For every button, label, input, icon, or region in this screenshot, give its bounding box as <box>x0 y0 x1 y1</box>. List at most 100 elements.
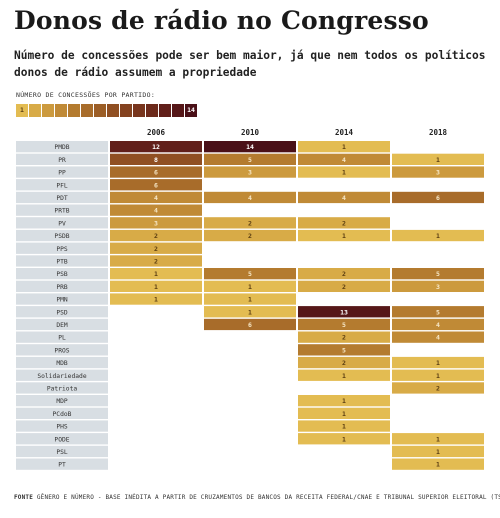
heatmap-cell <box>110 217 202 229</box>
heatmap-cell <box>204 217 296 229</box>
heatmap-cell <box>204 293 296 305</box>
heatmap-cell <box>110 153 202 165</box>
row-label: Patriota <box>47 386 78 393</box>
cell-value-label: 6 <box>154 169 158 177</box>
heatmap-cell <box>392 445 484 458</box>
row-label-bg <box>16 382 108 394</box>
cell-value-label: 3 <box>436 169 440 177</box>
row-label: PSDB <box>54 233 69 240</box>
row-label-bg <box>16 293 108 305</box>
legend-swatch <box>120 104 132 117</box>
cell-value-label: 5 <box>436 308 440 316</box>
heatmap-cell <box>298 407 390 419</box>
heatmap-cell <box>204 306 296 318</box>
cell-value-label: 1 <box>436 359 440 367</box>
heatmap-cell <box>298 217 390 229</box>
row-label: DEM <box>56 322 68 329</box>
column-header: 2010 <box>241 128 260 137</box>
heatmap-cell <box>110 255 202 267</box>
row-label-bg <box>16 229 108 242</box>
heatmap-cell <box>110 293 202 305</box>
row-label: PT <box>58 462 66 469</box>
row-label: PV <box>58 220 66 227</box>
cell-value-label: 5 <box>342 321 346 329</box>
row-label-bg <box>16 433 108 445</box>
row-label-bg <box>16 242 108 254</box>
heatmap-cell <box>110 166 202 178</box>
heatmap-cell <box>204 280 296 292</box>
cell-value-label: 2 <box>154 245 158 253</box>
row-label-bg <box>16 331 108 343</box>
heatmap-cell <box>392 229 484 242</box>
heatmap-cell <box>110 229 202 242</box>
legend-swatch <box>81 104 93 117</box>
cell-value-label: 4 <box>154 194 158 202</box>
column-header: 2018 <box>429 128 448 137</box>
heatmap-cell <box>392 356 484 369</box>
cell-value-label: 13 <box>340 308 348 316</box>
cell-value-label: 1 <box>342 143 346 151</box>
heatmap-cell <box>298 369 390 381</box>
heatmap-cell <box>392 280 484 292</box>
legend-swatch <box>68 104 80 117</box>
heatmap-cell <box>298 153 390 165</box>
cell-value-label: 1 <box>436 461 440 469</box>
row-label: MDB <box>56 360 68 367</box>
heatmap-cell <box>110 179 202 191</box>
row-label: PCdoB <box>53 411 72 418</box>
cell-value-label: 4 <box>154 207 158 215</box>
cell-value-label: 1 <box>342 423 346 431</box>
heatmap-cell <box>110 242 202 254</box>
heatmap-cell <box>110 141 202 153</box>
row-label-bg <box>16 280 108 292</box>
cell-value-label: 2 <box>248 232 252 240</box>
cell-value-label: 5 <box>248 270 252 278</box>
row-label-bg <box>16 191 108 204</box>
row-label: PPS <box>56 246 68 253</box>
heatmap-cell <box>204 318 296 331</box>
heatmap-cell <box>110 191 202 204</box>
cell-value-label: 1 <box>436 156 440 164</box>
cell-value-label: 1 <box>342 232 346 240</box>
legend-swatch <box>159 104 171 117</box>
legend-swatch <box>172 104 184 117</box>
cell-value-label: 2 <box>342 334 346 342</box>
heatmap-cell <box>298 268 390 280</box>
cell-value-label: 2 <box>154 258 158 266</box>
row-label: PSD <box>56 309 68 316</box>
legend-label: NÚMERO DE CONCESSÕES POR PARTIDO: <box>16 91 156 99</box>
heatmap-cell <box>204 229 296 242</box>
cell-value-label: 1 <box>248 283 252 291</box>
legend-swatch <box>42 104 54 117</box>
cell-value-label: 6 <box>436 194 440 202</box>
cell-value-label: 6 <box>248 321 252 329</box>
heatmap-cell <box>298 420 390 432</box>
row-label: PR <box>58 157 66 164</box>
heatmap-cell <box>392 153 484 165</box>
heatmap-cell <box>204 141 296 153</box>
heatmap-cell <box>298 141 390 153</box>
heatmap-cell <box>392 191 484 204</box>
cell-value-label: 5 <box>248 156 252 164</box>
heatmap-cell <box>110 280 202 292</box>
legend-swatch-min: 1 <box>16 104 28 117</box>
row-label-bg <box>16 420 108 432</box>
row-label-bg <box>16 458 108 470</box>
cell-value-label: 1 <box>436 232 440 240</box>
row-label-bg <box>16 153 108 165</box>
heatmap-cell <box>392 369 484 381</box>
legend-swatch-max: 14 <box>185 104 197 117</box>
cell-value-label: 4 <box>342 156 346 164</box>
row-label-bg <box>16 217 108 229</box>
cell-value-label: 6 <box>154 181 158 189</box>
cell-value-label: 2 <box>342 283 346 291</box>
heatmap-cell <box>392 331 484 343</box>
cell-value-label: 3 <box>248 169 252 177</box>
cell-value-label: 1 <box>436 448 440 456</box>
chart-subtitle: Número de concessões pode ser bem maior,… <box>14 49 486 79</box>
row-label: PTB <box>56 259 68 266</box>
cell-value-label: 1 <box>342 410 346 418</box>
heatmap-cell <box>298 356 390 369</box>
cell-value-label: 1 <box>154 283 158 291</box>
row-label: PODE <box>54 436 69 443</box>
